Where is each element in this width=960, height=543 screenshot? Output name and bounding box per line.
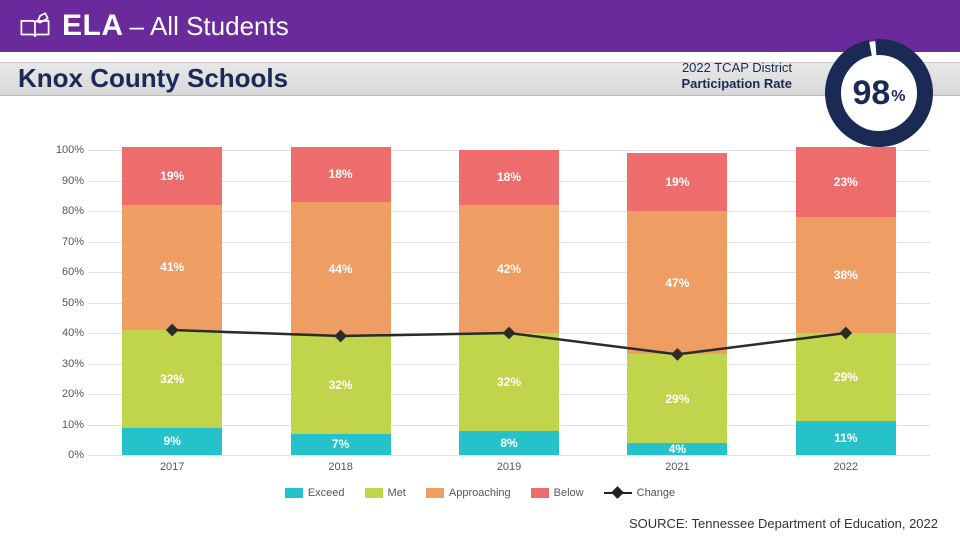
participation-label: 2022 TCAP District Participation Rate (681, 60, 792, 91)
legend-item-approaching: Approaching (426, 487, 511, 499)
bar-segment-approaching: 42% (459, 205, 559, 333)
bar-column: 8%32%42%18% (459, 150, 559, 455)
header-bar: ELA – All Students (0, 0, 960, 52)
y-tick-label: 70% (40, 236, 84, 248)
legend-swatch (285, 488, 303, 498)
bar-column: 11%29%38%23% (796, 147, 896, 455)
bar-segment-met: 32% (291, 336, 391, 434)
bar-segment-below: 23% (796, 147, 896, 217)
bar-column: 9%32%41%19% (122, 147, 222, 455)
legend-line-swatch (604, 487, 632, 499)
source-text: SOURCE: Tennessee Department of Educatio… (629, 516, 938, 531)
y-tick-label: 0% (40, 449, 84, 461)
legend-item-line: Change (604, 487, 676, 499)
subject-title: ELA (62, 9, 124, 43)
bar-segment-exceed: 9% (122, 428, 222, 455)
legend-label: Approaching (449, 487, 511, 499)
y-tick-label: 10% (40, 419, 84, 431)
legend-label: Exceed (308, 487, 345, 499)
legend-label: Change (637, 487, 676, 499)
bar-segment-below: 18% (291, 147, 391, 202)
slide: ELA – All Students Knox County Schools 2… (0, 0, 960, 543)
participation-number: 98 (852, 74, 890, 113)
subheader: Knox County Schools (0, 52, 960, 104)
legend-swatch (365, 488, 383, 498)
bar-segment-below: 19% (627, 153, 727, 211)
participation-label-line2: Participation Rate (681, 76, 792, 91)
x-tick-label: 2021 (627, 461, 727, 473)
bar-column: 7%32%44%18% (291, 147, 391, 455)
book-pencil-icon (18, 12, 52, 40)
participation-percent-sign: % (891, 88, 905, 106)
bar-segment-met: 32% (122, 330, 222, 428)
y-tick-label: 80% (40, 205, 84, 217)
legend-swatch (426, 488, 444, 498)
chart: 0%10%20%30%40%50%60%70%80%90%100% 9%32%4… (40, 150, 940, 473)
bar-segment-exceed: 8% (459, 431, 559, 455)
y-tick-label: 50% (40, 297, 84, 309)
bar-segment-approaching: 38% (796, 217, 896, 333)
bar-segment-met: 29% (627, 354, 727, 442)
chart-bars: 9%32%41%19%20177%32%44%18%20188%32%42%18… (88, 150, 930, 455)
title-separator: – (124, 11, 150, 42)
bar-segment-exceed: 4% (627, 443, 727, 455)
bar-segment-met: 29% (796, 333, 896, 421)
bar-segment-approaching: 47% (627, 211, 727, 354)
bar-segment-exceed: 7% (291, 434, 391, 455)
bar-segment-below: 18% (459, 150, 559, 205)
bar-segment-met: 32% (459, 333, 559, 431)
bar-segment-approaching: 41% (122, 205, 222, 330)
legend-label: Met (388, 487, 406, 499)
bar-segment-below: 19% (122, 147, 222, 205)
legend: Exceed Met Approaching Below Change (0, 487, 960, 499)
y-tick-label: 20% (40, 388, 84, 400)
y-tick-label: 100% (40, 144, 84, 156)
participation-value: 98 % (820, 34, 938, 152)
legend-item-below: Below (531, 487, 584, 499)
grid-line (88, 455, 930, 456)
participation-label-line1: 2022 TCAP District (681, 60, 792, 75)
legend-item-exceed: Exceed (285, 487, 345, 499)
x-tick-label: 2018 (291, 461, 391, 473)
bar-column: 4%29%47%19% (627, 153, 727, 455)
y-tick-label: 30% (40, 358, 84, 370)
bar-segment-approaching: 44% (291, 202, 391, 336)
y-tick-label: 90% (40, 175, 84, 187)
y-tick-label: 60% (40, 266, 84, 278)
district-name: Knox County Schools (18, 63, 288, 94)
x-tick-label: 2017 (122, 461, 222, 473)
x-tick-label: 2019 (459, 461, 559, 473)
legend-item-met: Met (365, 487, 406, 499)
bar-segment-exceed: 11% (796, 421, 896, 455)
legend-label: Below (554, 487, 584, 499)
participation-ring: 98 % (820, 34, 938, 152)
student-group: All Students (150, 11, 289, 42)
y-tick-label: 40% (40, 327, 84, 339)
x-tick-label: 2022 (796, 461, 896, 473)
legend-swatch (531, 488, 549, 498)
